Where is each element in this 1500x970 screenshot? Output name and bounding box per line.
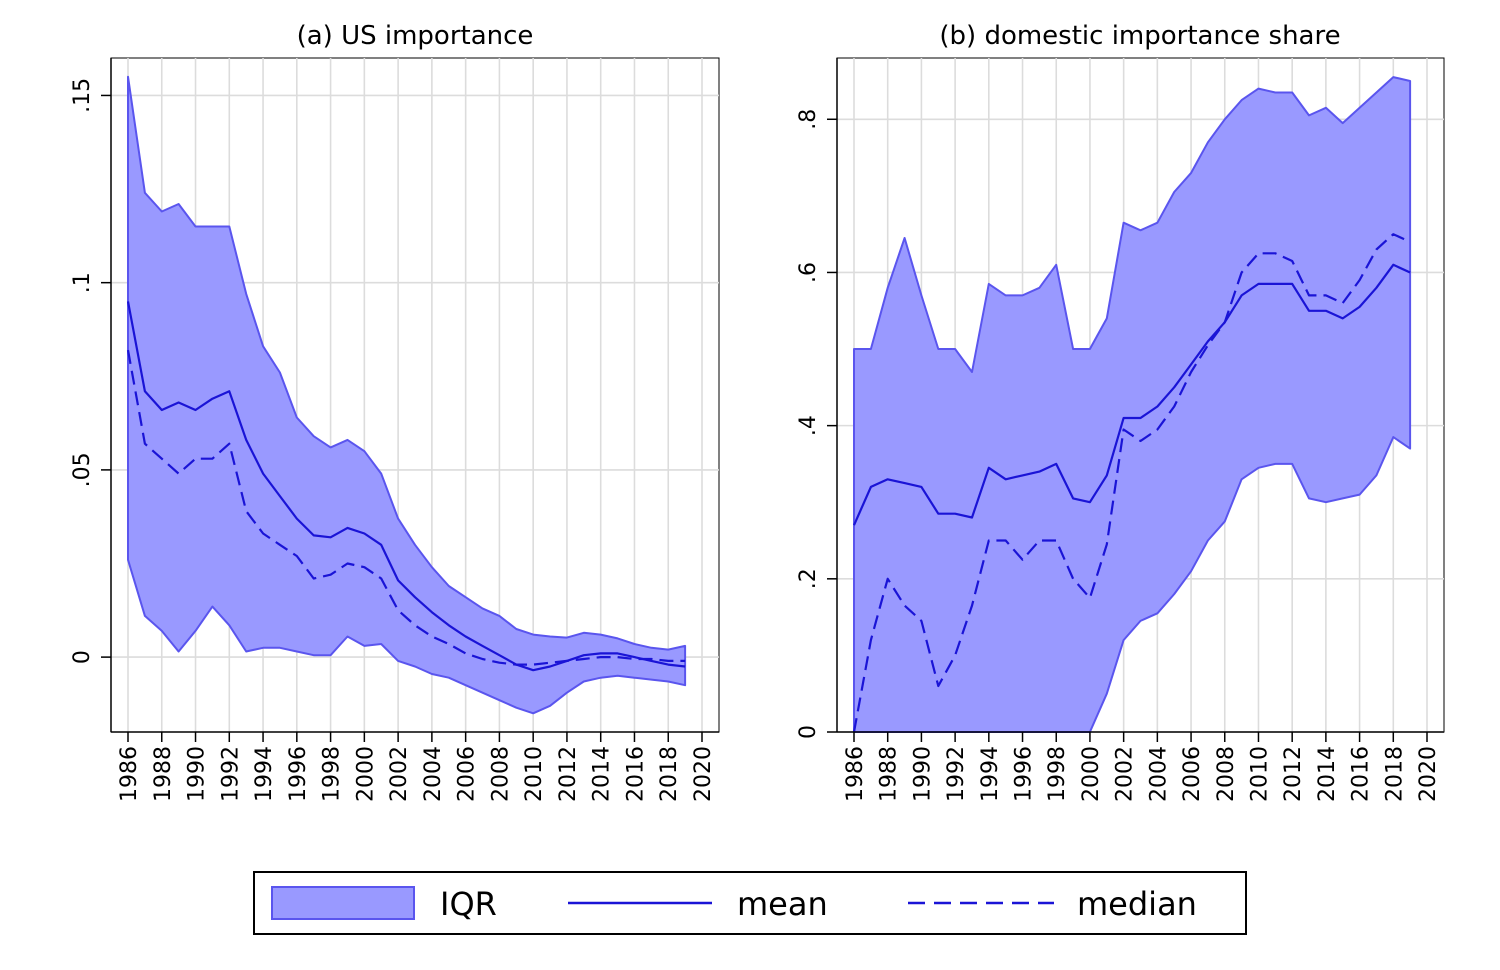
x-tick-label: 1986 (117, 746, 142, 802)
x-tick-label: 2014 (1315, 746, 1340, 802)
x-tick-label: 1986 (843, 746, 868, 802)
legend-swatch-iqr (271, 886, 415, 920)
y-tick-label: 0 (70, 650, 95, 664)
y-tick-label: .4 (796, 415, 821, 436)
x-tick-label: 1994 (252, 746, 277, 802)
x-tick-label: 1988 (151, 746, 176, 802)
x-tick-label: 2002 (387, 746, 412, 802)
y-tick-label: .8 (796, 109, 821, 130)
x-tick-label: 2020 (691, 746, 716, 802)
x-tick-label: 1990 (185, 746, 210, 802)
x-tick-label: 1990 (910, 746, 935, 802)
mean-line (126, 301, 686, 672)
median-line (126, 349, 686, 666)
x-tick-label: 2002 (1113, 746, 1138, 802)
chart-panel-domestic-importance-share: (b) domestic importance share 1986 1988 19… (796, 21, 1445, 802)
x-tick-label: 1996 (1012, 746, 1037, 802)
mean-line (852, 263, 1411, 526)
x-tick-label: 1996 (286, 746, 311, 802)
x-tick-label: 2008 (1214, 746, 1239, 802)
x-tick-label: 2008 (488, 746, 513, 802)
x-tick-label: 2006 (455, 746, 480, 802)
x-tick-label: 2004 (1146, 746, 1171, 802)
chart-panel-us-importance: (a) US importance 1986 1988 1990 1992 1994 19… (70, 21, 720, 802)
x-tick-label: 2016 (1349, 746, 1374, 802)
legend-label-mean: mean (737, 885, 828, 923)
x-tick-label: 1992 (944, 746, 969, 802)
chart-title: (b) domestic importance share (939, 21, 1340, 51)
x-tick-label: 2018 (657, 746, 682, 802)
x-tick-label: 2016 (624, 746, 649, 802)
legend-label-iqr: IQR (440, 885, 497, 923)
x-tick-label: 1998 (320, 746, 345, 802)
y-tick-label: .6 (796, 262, 821, 283)
x-tick-label: 2010 (1248, 746, 1273, 802)
chart-title: (a) US importance (297, 21, 534, 51)
x-tick-label: 2014 (590, 746, 615, 802)
x-tick-label: 2018 (1382, 746, 1407, 802)
x-tick-label: 2020 (1416, 746, 1441, 802)
x-tick-label: 2000 (353, 746, 378, 802)
x-tick-label: 1998 (1045, 746, 1070, 802)
legend-frame (253, 871, 1247, 935)
y-tick-label: 0 (796, 725, 821, 739)
legend: IQR mean median (253, 871, 1247, 935)
median-line (852, 233, 1411, 733)
y-tick-label: .2 (796, 568, 821, 589)
x-tick-label: 2000 (1079, 746, 1104, 802)
x-tick-label: 2012 (1281, 746, 1306, 802)
x-tick-label: 1992 (218, 746, 243, 802)
legend-label-median: median (1077, 885, 1197, 923)
x-tick-label: 2004 (421, 746, 446, 802)
y-tick-label: .15 (70, 78, 95, 113)
y-tick-label: .1 (70, 272, 95, 293)
x-tick-label: 1994 (978, 746, 1003, 802)
x-tick-label: 2010 (522, 746, 547, 802)
x-tick-label: 2012 (556, 746, 581, 802)
iqr-band (127, 75, 687, 715)
x-tick-label: 1988 (877, 746, 902, 802)
x-tick-label: 2006 (1180, 746, 1205, 802)
y-tick-label: .05 (70, 452, 95, 487)
